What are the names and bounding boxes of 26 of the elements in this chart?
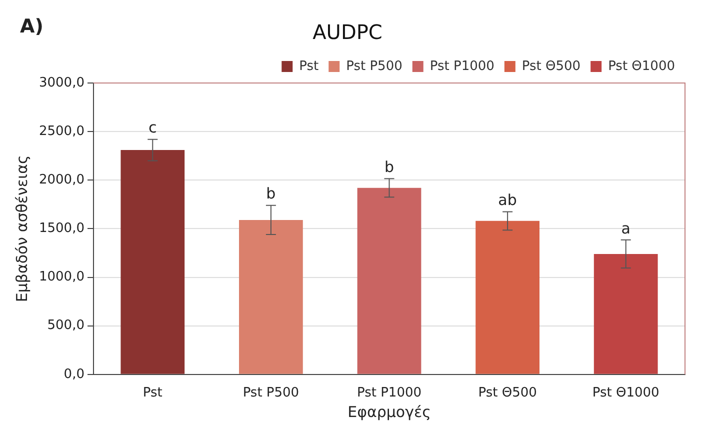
x-tick-label: Pst P500	[242, 386, 300, 401]
y-tick-label: 2500,0	[38, 124, 84, 139]
annotation: a	[621, 220, 630, 238]
y-tick-label: 500,0	[47, 318, 84, 334]
x-tick-label: Pst	[142, 386, 162, 401]
y-tick-label: 2000,0	[38, 172, 84, 188]
legend-label: Pst Θ500	[522, 58, 581, 74]
legend-label: Pst P1000	[430, 58, 494, 74]
y-tick-label: 0,0	[64, 366, 84, 382]
x-axis-title: Εφαρμογές	[348, 402, 431, 421]
x-tick-label: Pst Θ500	[478, 386, 537, 401]
y-tick-label: 3000,0	[38, 75, 84, 90]
x-tick-label: Pst Θ1000	[592, 386, 660, 401]
annotation: b	[266, 184, 276, 202]
chart-title: AUDPC	[312, 20, 382, 44]
x-tick-label: Pst P1000	[356, 386, 422, 401]
text: A)	[20, 15, 44, 38]
annotation: ab	[498, 191, 517, 210]
legend-label: Pst	[299, 58, 319, 74]
annotation: b	[384, 158, 394, 176]
y-axis-title: Εμβαδόν ασθένειας	[12, 155, 31, 302]
annotation: c	[148, 118, 157, 136]
y-tick-label: 1500,0	[38, 221, 84, 236]
legend-label: Pst Θ1000	[608, 58, 676, 74]
y-tick-label: 1000,0	[38, 270, 84, 285]
legend-label: Pst P500	[346, 58, 402, 74]
